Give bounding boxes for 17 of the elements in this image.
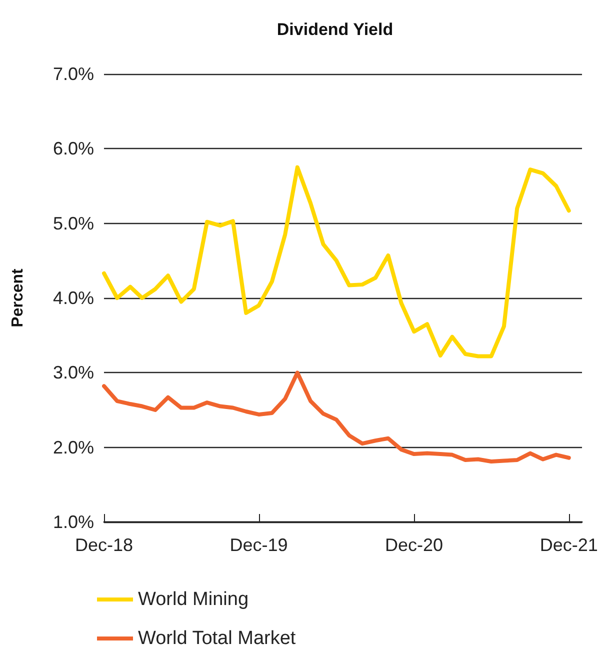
chart-title: Dividend Yield	[276, 20, 394, 39]
line-series	[102, 165, 571, 358]
y-tick-label: 2.0%	[52, 437, 94, 458]
y-tick-label: 5.0%	[52, 213, 94, 234]
y-tick-label: 4.0%	[52, 288, 94, 308]
y-tick-label: 3.0%	[52, 362, 94, 383]
x-tick-label: Dec-19	[230, 535, 288, 555]
x-tick-label: Dec-21	[540, 535, 598, 555]
line-series	[102, 370, 571, 464]
y-tick-label: 6.0%	[52, 138, 94, 159]
x-tick-label: Dec-20	[385, 535, 444, 555]
y-tick-label: 7.0%	[52, 64, 94, 84]
legend-label: World Total Market	[138, 628, 296, 649]
y-axis-title: Percent	[10, 268, 26, 328]
x-tick-label: Dec-18	[74, 535, 134, 555]
legend-label: World Mining	[138, 589, 249, 610]
y-tick-label: 1.0%	[52, 512, 94, 532]
